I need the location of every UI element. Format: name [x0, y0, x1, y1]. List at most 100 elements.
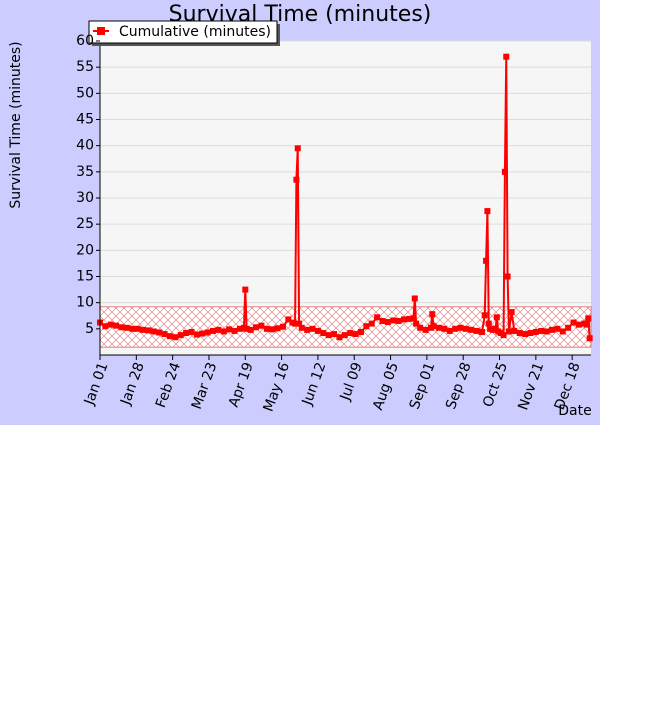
point	[314, 327, 321, 334]
point	[274, 325, 281, 332]
point	[422, 326, 429, 333]
point	[357, 328, 364, 335]
point	[107, 321, 114, 328]
x-axis-label: Date	[558, 403, 591, 419]
point	[304, 326, 311, 333]
point	[236, 325, 243, 332]
point	[522, 331, 529, 338]
point	[269, 326, 276, 333]
point	[481, 312, 488, 319]
y-tick-label: 60	[76, 33, 94, 49]
point	[102, 323, 109, 330]
point	[446, 327, 453, 334]
point	[199, 330, 206, 337]
point	[209, 327, 216, 334]
point	[441, 325, 448, 332]
point	[485, 320, 492, 327]
point	[226, 326, 233, 333]
point	[243, 325, 250, 332]
point	[516, 330, 523, 337]
point	[429, 311, 436, 318]
point	[527, 330, 534, 337]
point	[483, 257, 490, 264]
point	[379, 317, 386, 324]
point	[505, 328, 512, 335]
point	[298, 324, 305, 331]
point	[406, 315, 413, 322]
point	[292, 320, 299, 327]
point	[504, 273, 511, 280]
point	[417, 324, 424, 331]
legend-label: Cumulative (minutes)	[119, 24, 271, 40]
point	[258, 322, 265, 329]
point	[341, 332, 348, 339]
point	[134, 325, 141, 332]
point	[156, 329, 163, 336]
point	[430, 323, 437, 330]
point	[411, 295, 418, 302]
y-tick-label: 40	[76, 138, 94, 154]
point	[123, 324, 130, 331]
point	[352, 331, 359, 338]
point	[204, 329, 211, 336]
point	[473, 327, 480, 334]
point	[309, 325, 316, 332]
legend: Cumulative (minutes)	[88, 20, 280, 46]
y-tick-label: 20	[76, 242, 94, 258]
point	[468, 326, 475, 333]
point	[242, 286, 249, 293]
y-tick-label: 50	[76, 85, 94, 101]
point	[583, 321, 590, 328]
point	[263, 325, 270, 332]
point	[129, 325, 136, 332]
point	[183, 330, 190, 337]
point	[413, 320, 420, 327]
point	[347, 330, 354, 337]
point	[374, 314, 381, 321]
y-tick-label: 10	[76, 295, 94, 311]
point	[193, 331, 200, 338]
point	[554, 325, 561, 332]
y-tick-label: 25	[76, 216, 94, 232]
y-tick-label: 15	[76, 269, 94, 285]
point	[565, 324, 572, 331]
point	[570, 319, 577, 326]
point	[585, 315, 592, 322]
point	[336, 334, 343, 341]
point	[435, 324, 442, 331]
point	[457, 324, 464, 331]
point	[177, 332, 184, 339]
point	[462, 325, 469, 332]
y-tick-label: 45	[76, 112, 94, 128]
point	[285, 316, 292, 323]
point	[384, 319, 391, 326]
point	[293, 176, 300, 183]
point	[320, 330, 327, 337]
point	[150, 328, 157, 335]
point	[220, 328, 227, 335]
point	[294, 145, 301, 152]
point	[401, 316, 408, 323]
point	[113, 322, 120, 329]
normal-band	[99, 306, 592, 348]
point	[188, 328, 195, 335]
point	[325, 332, 332, 339]
point	[484, 208, 491, 215]
point	[503, 53, 510, 60]
point	[538, 327, 545, 334]
point	[161, 331, 168, 338]
point	[479, 328, 486, 335]
legend-box	[88, 20, 278, 44]
point	[172, 334, 179, 341]
point	[508, 309, 515, 316]
point	[166, 333, 173, 340]
point	[247, 326, 254, 333]
point	[543, 328, 550, 335]
point	[363, 323, 370, 330]
point	[368, 320, 375, 327]
point	[511, 327, 518, 334]
point	[140, 326, 147, 333]
point	[410, 315, 417, 322]
legend-marker	[97, 27, 105, 35]
